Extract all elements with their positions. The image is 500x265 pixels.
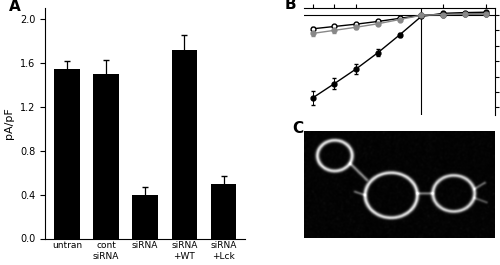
Bar — [132, 195, 158, 238]
Text: B: B — [285, 0, 296, 12]
Text: C: C — [292, 121, 304, 135]
Bar — [94, 74, 119, 238]
Bar — [211, 184, 236, 238]
Bar — [54, 69, 80, 238]
Y-axis label: pA/pF: pA/pF — [4, 107, 15, 139]
Bar — [172, 50, 197, 239]
Text: A: A — [9, 0, 20, 14]
